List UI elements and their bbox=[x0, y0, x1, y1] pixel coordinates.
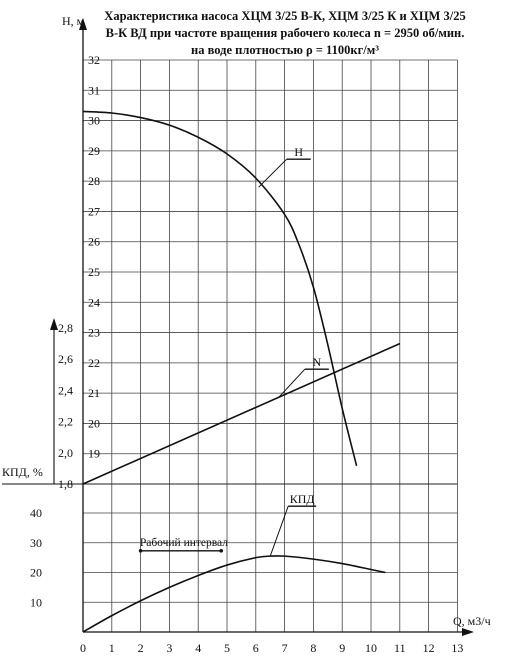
series-label: КПД bbox=[290, 492, 315, 506]
annotations: Рабочий интервал bbox=[138, 537, 228, 553]
head-tick-label: 19 bbox=[88, 447, 100, 461]
power-tick-label: 2,8 bbox=[58, 321, 73, 335]
head-tick-label: 23 bbox=[88, 326, 100, 340]
head-tick-label: 25 bbox=[88, 265, 100, 279]
head-tick-label: 32 bbox=[88, 53, 100, 67]
efficiency-tick-label: 20 bbox=[30, 566, 42, 580]
power-tick-label: 2,0 bbox=[58, 446, 73, 460]
head-tick-label: 28 bbox=[88, 174, 100, 188]
x-tick-label: 2 bbox=[138, 641, 144, 655]
power-tick-label: 1,8 bbox=[58, 477, 73, 491]
series-leader-line bbox=[258, 158, 288, 188]
axes bbox=[2, 18, 474, 636]
x-tick-label: 9 bbox=[339, 641, 345, 655]
efficiency-tick-label: 10 bbox=[30, 595, 42, 609]
x-tick-label: 12 bbox=[423, 641, 435, 655]
power-tick-label: 2,4 bbox=[58, 383, 73, 397]
x-tick-label: 13 bbox=[451, 641, 463, 655]
head-tick-label: 24 bbox=[88, 295, 100, 309]
chart-title-line-1: Характеристика насоса ХЦМ 3/25 В-К, ХЦМ … bbox=[104, 9, 466, 23]
x-axis-label: Q, м3/ч bbox=[453, 614, 491, 628]
x-tick-label: 4 bbox=[195, 641, 201, 655]
grid bbox=[50, 59, 458, 632]
curve-N bbox=[82, 342, 401, 485]
series-label: N bbox=[313, 355, 322, 369]
chart-title-line-2: В-К ВД при частоте вращения рабочего кол… bbox=[105, 26, 465, 40]
working-interval-start-marker bbox=[138, 548, 143, 553]
head-tick-label: 26 bbox=[88, 235, 100, 249]
head-tick-label: 21 bbox=[88, 386, 100, 400]
working-interval-label: Рабочий интервал bbox=[140, 537, 228, 549]
chart-title-line-3: на воде плотностью ρ = 1100кг/м³ bbox=[191, 43, 379, 57]
x-tick-label: 1 bbox=[109, 641, 115, 655]
efficiency-axis-label: КПД, % bbox=[2, 465, 43, 479]
power-tick-label: 2,6 bbox=[58, 352, 73, 366]
curve-Н bbox=[82, 110, 358, 467]
x-tick-label: 6 bbox=[253, 641, 259, 655]
x-tick-label: 5 bbox=[224, 641, 230, 655]
x-tick-label: 10 bbox=[365, 641, 377, 655]
x-tick-label: 7 bbox=[282, 641, 288, 655]
series-leader-line bbox=[278, 368, 306, 398]
working-interval-end-marker bbox=[219, 548, 224, 553]
curves: Н N КПД bbox=[82, 110, 401, 633]
head-tick-label: 29 bbox=[88, 144, 100, 158]
head-axis-label: Н, м bbox=[62, 14, 85, 28]
power-axis-arrow bbox=[50, 318, 58, 330]
head-axis-arrow bbox=[79, 18, 87, 30]
x-axis-arrow bbox=[462, 628, 474, 636]
series-leader-line bbox=[269, 505, 289, 557]
head-tick-label: 31 bbox=[88, 83, 100, 97]
head-tick-label: 27 bbox=[88, 204, 100, 218]
tick-labels: 32313029282726252423222120192,82,62,42,2… bbox=[2, 14, 491, 655]
head-tick-label: 22 bbox=[88, 356, 100, 370]
x-tick-label: 0 bbox=[80, 641, 86, 655]
efficiency-tick-label: 30 bbox=[30, 536, 42, 550]
series-label: Н bbox=[294, 145, 303, 159]
x-tick-label: 8 bbox=[310, 641, 316, 655]
power-tick-label: 2,2 bbox=[58, 415, 73, 429]
head-tick-label: 30 bbox=[88, 114, 100, 128]
efficiency-tick-label: 40 bbox=[30, 506, 42, 520]
head-tick-label: 20 bbox=[88, 416, 100, 430]
curve-КПД bbox=[82, 555, 386, 633]
x-tick-label: 11 bbox=[394, 641, 406, 655]
x-tick-label: 3 bbox=[166, 641, 172, 655]
